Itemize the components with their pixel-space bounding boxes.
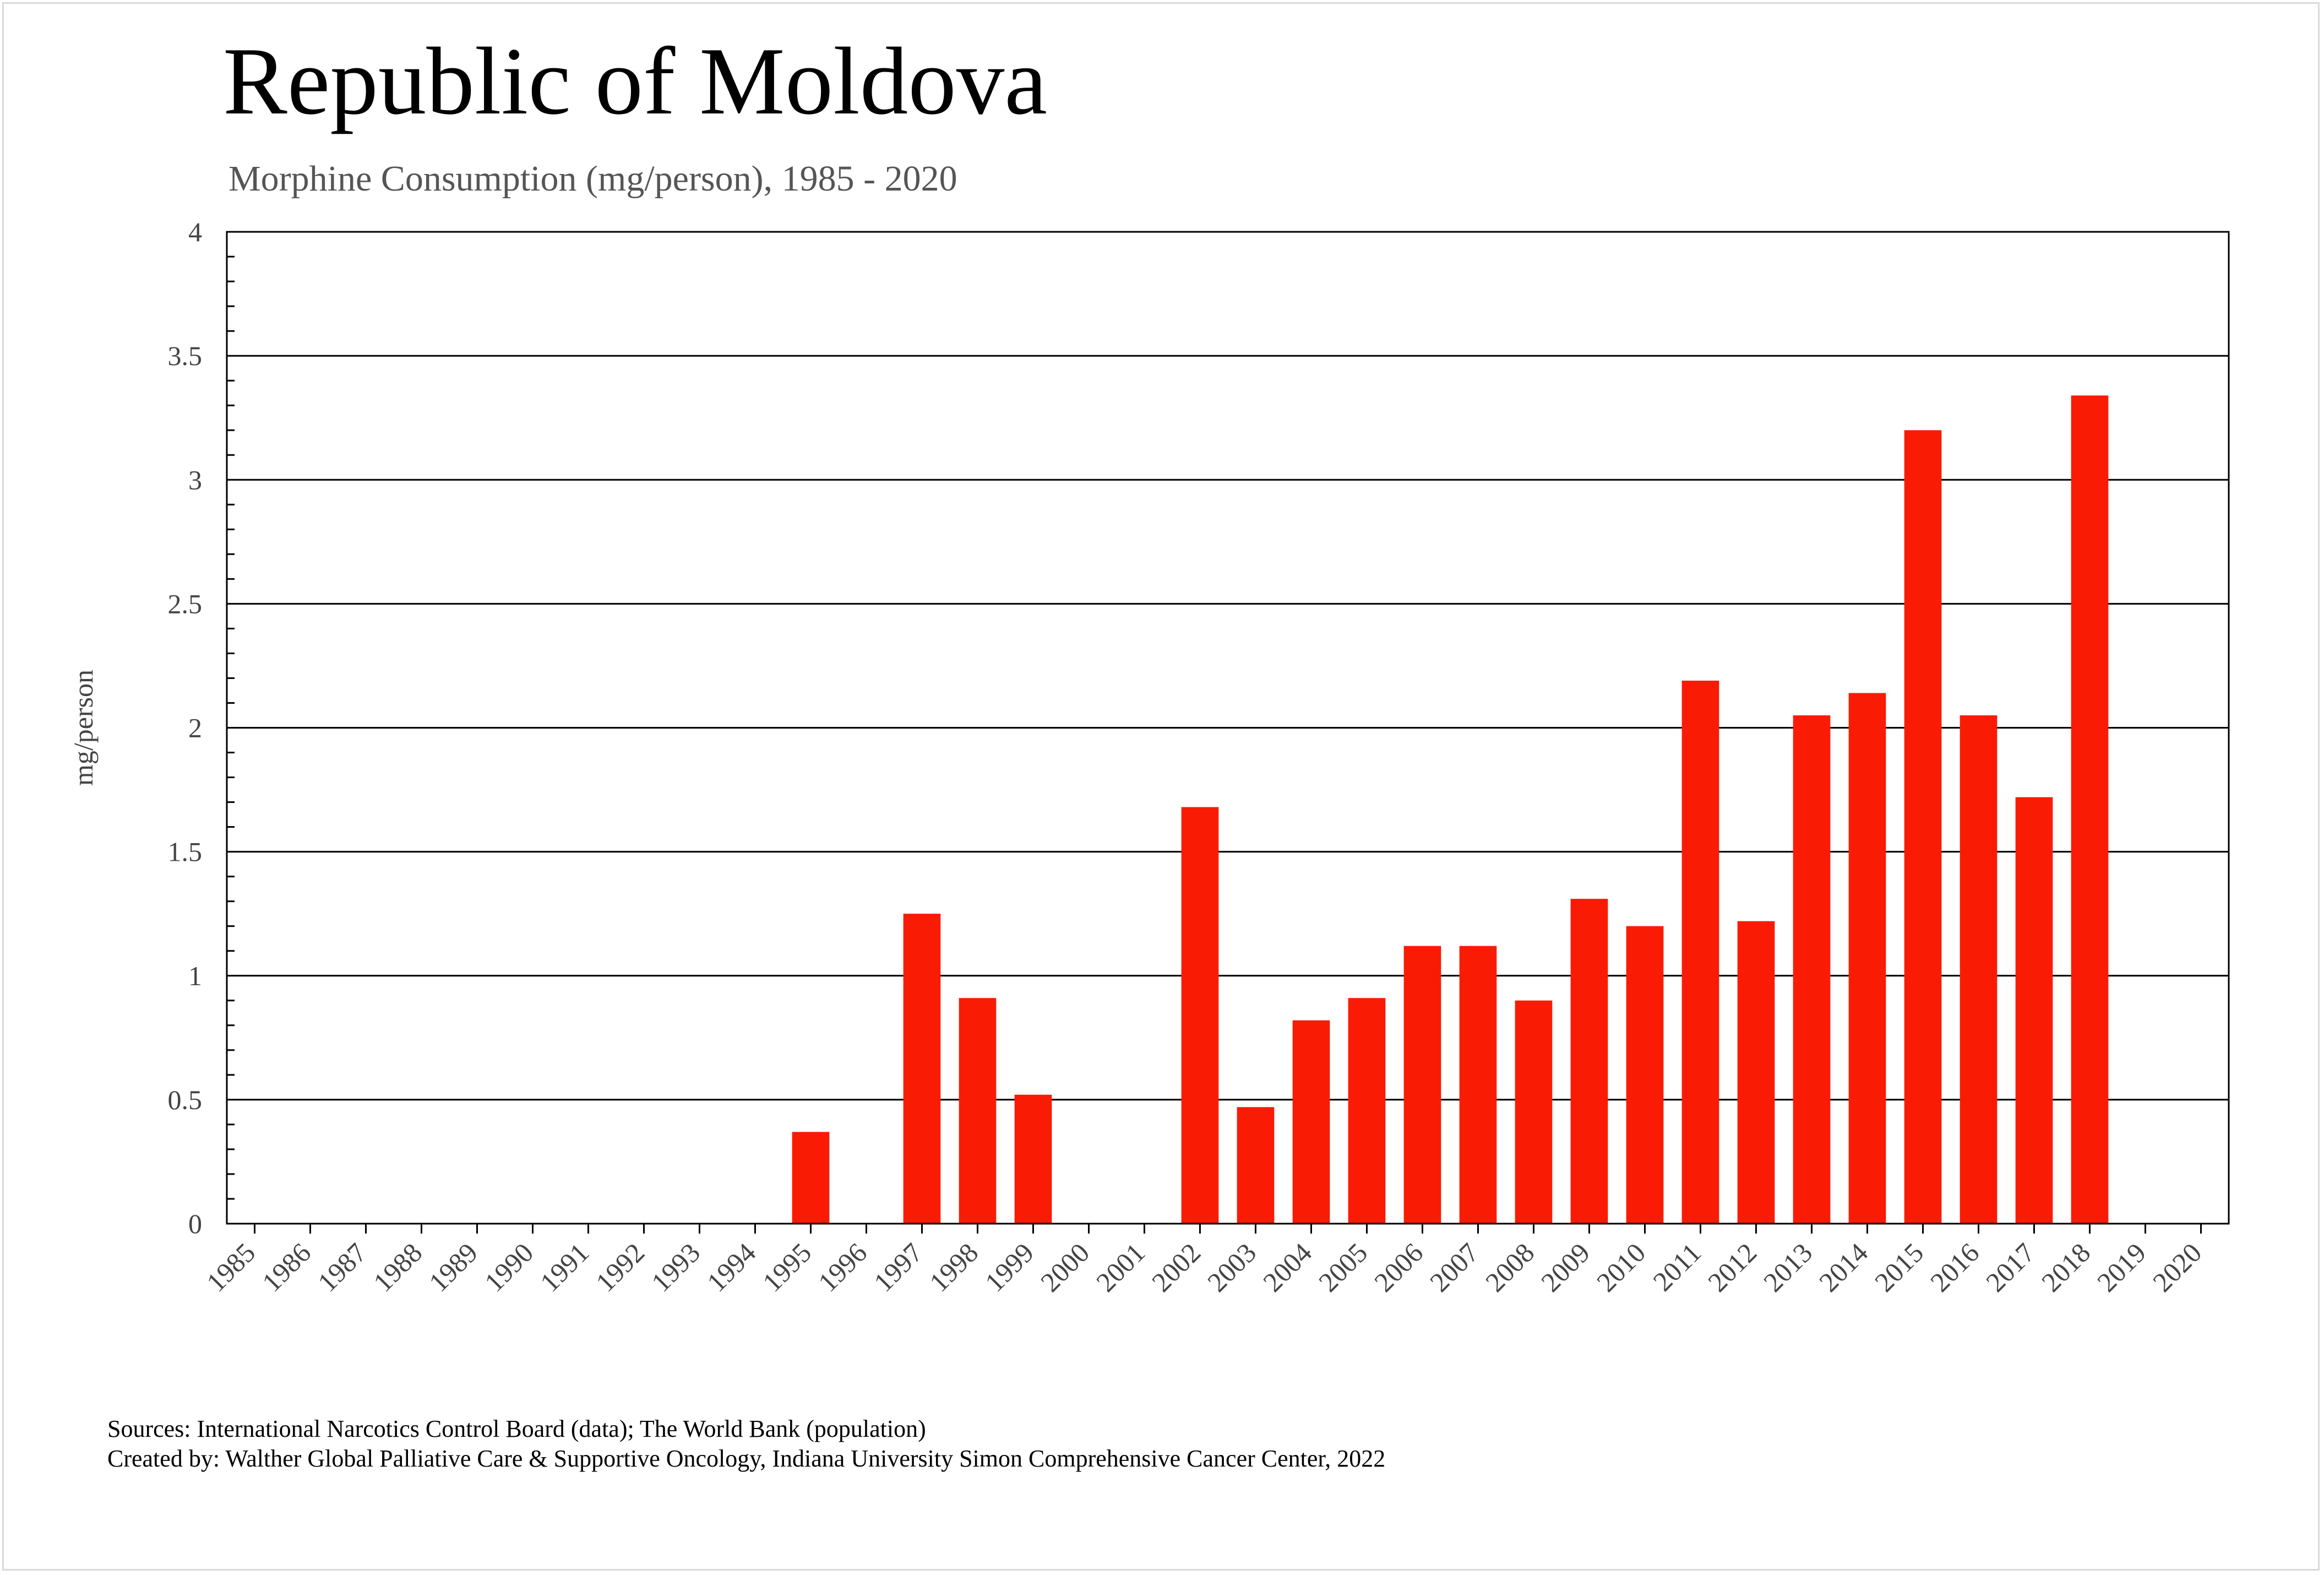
bar-2012 bbox=[1737, 921, 1775, 1224]
gridlines bbox=[227, 231, 2229, 1225]
x-tick-label: 2008 bbox=[1479, 1237, 1540, 1297]
y-tick-label: 3.5 bbox=[168, 340, 203, 371]
x-tick-label: 2000 bbox=[1035, 1237, 1095, 1297]
bar-2013 bbox=[1793, 715, 1831, 1224]
x-tick-label: 2003 bbox=[1201, 1237, 1262, 1297]
x-tick-label: 2004 bbox=[1257, 1237, 1318, 1297]
created-by-line: Created by: Walther Global Palliative Ca… bbox=[107, 1444, 1386, 1472]
y-tick-label: 1 bbox=[188, 960, 202, 991]
y-tick-label: 2 bbox=[188, 713, 202, 743]
x-tick-label: 1993 bbox=[645, 1237, 706, 1297]
bar-2011 bbox=[1681, 680, 1719, 1224]
bar-2015 bbox=[1904, 430, 1942, 1224]
bar-2002 bbox=[1181, 807, 1219, 1224]
x-tick-label: 2006 bbox=[1368, 1237, 1429, 1297]
bar-2006 bbox=[1403, 946, 1441, 1224]
x-tick-label: 1991 bbox=[534, 1237, 595, 1297]
y-tick-label: 2.5 bbox=[168, 588, 203, 619]
x-tick-label: 2020 bbox=[2147, 1237, 2207, 1297]
x-tick-label: 1992 bbox=[590, 1237, 650, 1297]
x-tick-label: 1995 bbox=[756, 1237, 817, 1297]
x-tick-label: 1990 bbox=[478, 1237, 539, 1297]
bar-2018 bbox=[2071, 395, 2109, 1224]
tick-labels: 00.511.522.533.5419851986198719881989199… bbox=[68, 216, 2207, 1297]
x-tick-label: 2014 bbox=[1813, 1237, 1874, 1297]
bar-2017 bbox=[2015, 797, 2053, 1224]
x-tick-label: 2002 bbox=[1146, 1237, 1206, 1297]
chart-title: Republic of Moldova bbox=[223, 28, 1047, 134]
axes bbox=[226, 231, 2230, 1234]
x-tick-label: 1989 bbox=[423, 1237, 483, 1297]
x-tick-label: 2010 bbox=[1591, 1237, 1651, 1297]
bar-2014 bbox=[1848, 693, 1886, 1224]
y-tick-label: 0 bbox=[188, 1208, 202, 1239]
plot-frame bbox=[226, 231, 2230, 1225]
y-tick-label: 3 bbox=[188, 464, 202, 495]
x-tick-label: 2018 bbox=[2035, 1237, 2096, 1297]
x-tick-label: 2013 bbox=[1757, 1237, 1818, 1297]
x-tick-label: 2009 bbox=[1535, 1237, 1596, 1297]
x-tick-label: 2005 bbox=[1313, 1237, 1373, 1297]
bar-2005 bbox=[1348, 998, 1386, 1224]
x-tick-label: 2015 bbox=[1869, 1237, 1929, 1297]
x-tick-label: 2012 bbox=[1702, 1237, 1762, 1297]
bar-2008 bbox=[1515, 1000, 1553, 1224]
chart-subtitle: Morphine Consumption (mg/person), 1985 -… bbox=[228, 159, 957, 199]
sources-line: Sources: International Narcotics Control… bbox=[107, 1415, 926, 1442]
x-tick-label: 1998 bbox=[923, 1237, 984, 1297]
bars bbox=[792, 395, 2109, 1224]
x-tick-label: 2017 bbox=[1980, 1237, 2040, 1297]
x-tick-label: 2016 bbox=[1924, 1237, 1985, 1297]
x-tick-label: 2007 bbox=[1424, 1237, 1484, 1297]
x-tick-label: 1986 bbox=[256, 1237, 317, 1297]
x-tick-label: 2001 bbox=[1090, 1237, 1151, 1297]
bar-1999 bbox=[1014, 1094, 1052, 1224]
bar-2007 bbox=[1459, 946, 1497, 1224]
bar-2004 bbox=[1292, 1020, 1330, 1224]
x-tick-label: 2011 bbox=[1647, 1237, 1707, 1297]
bar-2003 bbox=[1237, 1107, 1275, 1224]
y-tick-label: 4 bbox=[188, 216, 202, 247]
x-tick-label: 1997 bbox=[868, 1237, 928, 1297]
x-tick-label: 1988 bbox=[367, 1237, 428, 1297]
bar-2010 bbox=[1626, 926, 1664, 1224]
x-tick-label: 1987 bbox=[312, 1237, 372, 1297]
x-tick-label: 2019 bbox=[2091, 1237, 2152, 1297]
bar-1995 bbox=[792, 1132, 830, 1224]
x-tick-label: 1994 bbox=[701, 1237, 761, 1297]
x-tick-label: 1985 bbox=[200, 1237, 261, 1297]
bar-2009 bbox=[1570, 899, 1608, 1224]
bar-1998 bbox=[959, 998, 997, 1224]
x-tick-label: 1996 bbox=[812, 1237, 873, 1297]
y-axis-title: mg/person bbox=[68, 670, 99, 786]
x-tick-label: 1999 bbox=[979, 1237, 1039, 1297]
bar-1997 bbox=[903, 914, 941, 1224]
source-notes: Sources: International Narcotics Control… bbox=[107, 1414, 1385, 1473]
y-tick-label: 0.5 bbox=[168, 1084, 203, 1115]
y-tick-label: 1.5 bbox=[168, 837, 203, 867]
bar-2016 bbox=[1960, 715, 1998, 1224]
